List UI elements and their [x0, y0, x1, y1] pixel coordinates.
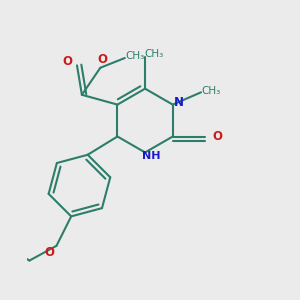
- Text: CH₃: CH₃: [202, 86, 221, 96]
- Text: CH₃: CH₃: [145, 49, 164, 59]
- Text: NH: NH: [142, 151, 161, 161]
- Text: CH₃: CH₃: [125, 51, 145, 61]
- Text: O: O: [212, 130, 222, 142]
- Text: O: O: [63, 55, 73, 68]
- Text: O: O: [44, 246, 54, 259]
- Text: O: O: [97, 53, 107, 66]
- Text: N: N: [174, 96, 184, 109]
